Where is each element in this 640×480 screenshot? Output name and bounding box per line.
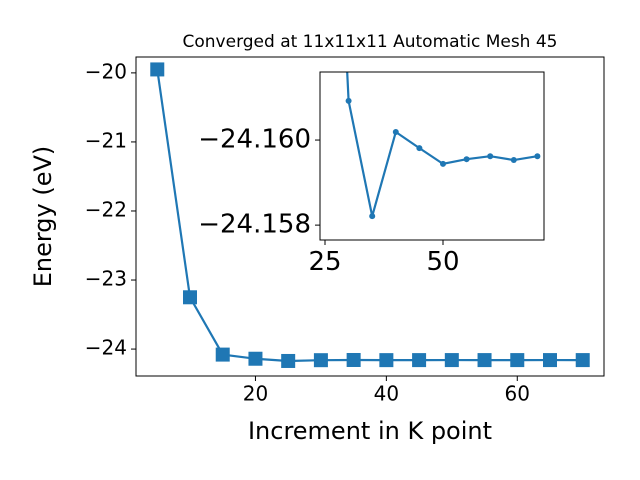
data-point [215, 347, 230, 362]
data-point [369, 213, 376, 220]
y-tick-label: −23 [85, 267, 127, 291]
data-point [510, 353, 525, 368]
chart-title: Converged at 11x11x11 Automatic Mesh 45 [183, 32, 558, 52]
x-tick-label: 25 [308, 247, 341, 277]
y-tick-label: −24 [85, 336, 127, 360]
x-tick-label: 60 [505, 382, 530, 406]
x-tick-label: 50 [426, 247, 459, 277]
data-point [183, 290, 197, 305]
data-point [416, 145, 423, 152]
data-point [463, 156, 470, 163]
data-point [281, 353, 296, 368]
plot-content [345, 72, 541, 220]
data-point [510, 157, 517, 164]
data-point [346, 352, 361, 367]
x-tick-label: 20 [243, 382, 268, 406]
data-point [477, 353, 492, 368]
data-point [412, 353, 427, 368]
data-point [487, 153, 494, 160]
data-point [313, 353, 328, 368]
data-point [248, 351, 263, 366]
x-tick-label: 40 [374, 382, 399, 406]
data-point [150, 62, 165, 77]
data-point [543, 353, 557, 368]
y-axis-label: Energy (eV) [29, 146, 57, 288]
y-tick-label: −21 [85, 128, 127, 152]
x-axis-label: Increment in K point [248, 417, 492, 445]
axes-frame [319, 71, 545, 241]
data-point [379, 353, 394, 368]
y-tick-label: −24.158 [198, 210, 311, 240]
data-point [575, 353, 590, 368]
plot-content [150, 62, 590, 368]
data-point [444, 353, 459, 368]
data-point [439, 160, 446, 167]
data-point [345, 97, 352, 104]
y-tick-label: −24.160 [198, 125, 311, 155]
data-point [534, 153, 541, 160]
y-tick-label: −22 [85, 197, 127, 221]
y-tick-label: −20 [85, 59, 127, 83]
axes-frame [135, 56, 605, 377]
data-line [346, 72, 538, 217]
data-point [392, 128, 399, 135]
